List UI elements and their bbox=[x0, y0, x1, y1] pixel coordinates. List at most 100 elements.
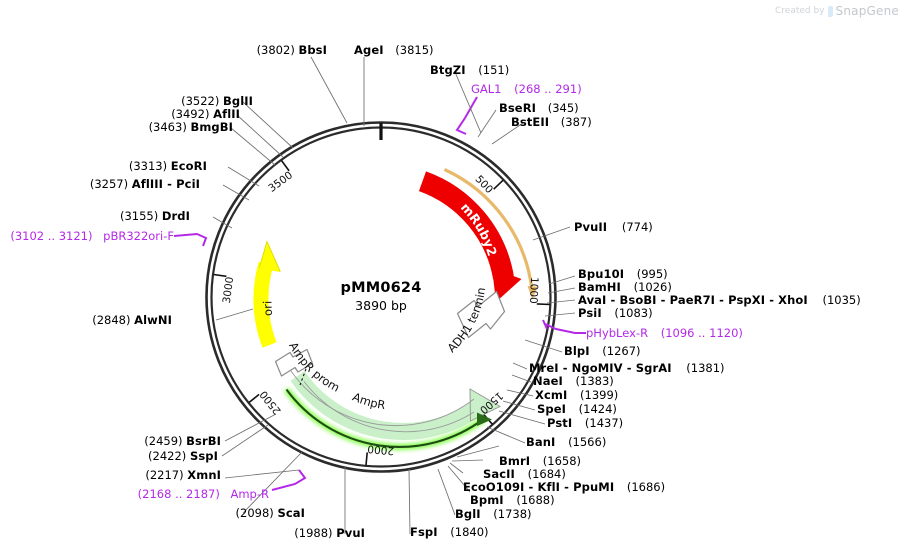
site-label-bbsi[interactable]: (3802) BbsI bbox=[257, 44, 327, 56]
site-label-bpu10i[interactable]: Bpu10I (995) bbox=[578, 268, 668, 280]
site-pos: (1566) bbox=[568, 435, 607, 449]
primer-label-phyblex-r[interactable]: pHybLex-R (1096 .. 1120) bbox=[586, 326, 743, 340]
site-pos: (2459) bbox=[144, 434, 183, 448]
site-pos: (995) bbox=[636, 267, 668, 281]
site-pos: (1437) bbox=[584, 416, 624, 430]
site-label-mrei[interactable]: MreI - NgoMIV - SgrAI (1381) bbox=[529, 362, 725, 374]
site-enzymes: PsiI bbox=[578, 306, 602, 320]
watermark-prefix: Created by bbox=[775, 6, 825, 16]
primer-name: pHybLex-R bbox=[586, 326, 649, 340]
site-label-spei[interactable]: SpeI (1424) bbox=[537, 403, 617, 415]
primer-range: 2168 .. 2187 bbox=[142, 487, 216, 501]
site-pos: (1684) bbox=[527, 467, 566, 481]
ruler-tick-label: 1500 bbox=[477, 389, 505, 416]
site-enzymes: SacII bbox=[483, 467, 515, 481]
ruler-tick bbox=[536, 303, 550, 306]
site-label-bamhi[interactable]: BamHI (1026) bbox=[578, 281, 672, 293]
site-label-psii[interactable]: PsiI (1083) bbox=[578, 307, 653, 319]
feature-AmpR-orf bbox=[284, 387, 492, 450]
site-enzymes: AvaI - BsoBI - PaeR7I - PspXI - XhoI bbox=[578, 293, 808, 307]
site-enzymes: BglI bbox=[455, 507, 481, 521]
site-enzymes: XcmI bbox=[535, 388, 568, 402]
site-pos: (2848) bbox=[92, 313, 131, 327]
ruler-tick-label: 2000 bbox=[367, 442, 395, 456]
site-label-bani[interactable]: BanI (1566) bbox=[526, 436, 606, 448]
site-pos: (2098) bbox=[235, 506, 274, 520]
site-label-blpi[interactable]: BlpI (1267) bbox=[564, 345, 641, 357]
site-label-afliii[interactable]: (3257) AflIII - PciI bbox=[90, 178, 200, 190]
primer-pHybLex-R-marker[interactable] bbox=[542, 319, 586, 334]
site-label-bsrbi[interactable]: (2459) BsrBI bbox=[144, 435, 221, 447]
site-label-bmgbi[interactable]: (3463) BmgBI bbox=[149, 121, 233, 133]
ruler-tick-label: 2500 bbox=[258, 388, 284, 416]
site-label-psti[interactable]: PstI (1437) bbox=[547, 417, 623, 429]
site-pos: (3257) bbox=[89, 177, 129, 191]
site-label-ecori[interactable]: (3313) EcoRI bbox=[129, 160, 207, 172]
feature-label-ori: ori bbox=[260, 301, 275, 317]
feature-AmpR[interactable] bbox=[290, 368, 502, 440]
site-enzymes: MreI - NgoMIV - SgrAI bbox=[529, 361, 672, 375]
ruler-tick bbox=[493, 179, 504, 190]
ruler-tick bbox=[365, 452, 368, 466]
site-label-alwni[interactable]: (2848) AlwNI bbox=[92, 314, 172, 326]
site-pos: (1083) bbox=[614, 306, 653, 320]
primer-label-gal1[interactable]: GAL1 (268 .. 291) bbox=[471, 82, 582, 96]
feature-ADH1-terminator[interactable] bbox=[456, 290, 506, 339]
site-label-aflii[interactable]: (3492) AflII bbox=[171, 108, 240, 120]
site-label-pvui[interactable]: (1988) PvuI bbox=[294, 527, 365, 539]
primer-label-amp-r[interactable]: (2168 .. 2187) Amp-R bbox=[137, 487, 269, 501]
site-label-naei[interactable]: NaeI (1383) bbox=[533, 375, 614, 387]
site-enzymes: BtgZI bbox=[430, 63, 466, 77]
site-label-ecoo109i[interactable]: EcoO109I - KflI - PpuMI (1686) bbox=[463, 481, 665, 493]
site-label-avai[interactable]: AvaI - BsoBI - PaeR7I - PspXI - XhoI (10… bbox=[578, 294, 861, 306]
feature-label-mRuby2: mRuby2 bbox=[458, 200, 500, 258]
site-pos: (1399) bbox=[580, 388, 619, 402]
site-label-sspi[interactable]: (2422) SspI bbox=[148, 450, 218, 462]
site-pos: (1383) bbox=[575, 374, 614, 388]
site-pos: (1658) bbox=[542, 454, 582, 468]
plasmid-title-block: pMM0624 3890 bp bbox=[341, 280, 422, 313]
site-pos: (1738) bbox=[493, 507, 532, 521]
feature-AmpR-promoter[interactable] bbox=[274, 348, 314, 377]
site-label-bgli[interactable]: BglI (1738) bbox=[455, 508, 532, 520]
site-label-drdi[interactable]: (3155) DrdI bbox=[120, 210, 190, 222]
feature-transcript-arc[interactable] bbox=[443, 168, 538, 300]
site-enzymes: EcoRI bbox=[170, 159, 207, 173]
primer-Amp-R-marker[interactable] bbox=[271, 469, 307, 491]
site-pos: (2217) bbox=[145, 468, 184, 482]
primer-name: GAL1 bbox=[471, 82, 502, 96]
site-pos: (3815) bbox=[395, 43, 434, 57]
site-label-bpmi[interactable]: BpmI (1688) bbox=[470, 494, 555, 506]
feature-mRuby2[interactable] bbox=[418, 171, 522, 302]
site-label-bseri[interactable]: BseRI (345) bbox=[499, 102, 579, 114]
feature-label-AmpR: AmpR bbox=[351, 390, 387, 412]
site-enzymes: SspI bbox=[189, 449, 218, 463]
site-label-bsteii[interactable]: BstEII (387) bbox=[511, 116, 592, 128]
site-enzymes: NaeI bbox=[533, 374, 563, 388]
feature-label-AmpR-promoter: AmpR promoter bbox=[0, 0, 342, 395]
site-label-sacii[interactable]: SacII (1684) bbox=[483, 468, 566, 480]
site-label-fspi[interactable]: FspI (1840) bbox=[410, 526, 489, 538]
site-enzymes: XmnI bbox=[187, 468, 221, 482]
site-enzymes: BmrI bbox=[499, 454, 531, 468]
site-enzymes: AflIII - PciI bbox=[131, 177, 200, 191]
site-label-agei[interactable]: AgeI (3815) bbox=[354, 44, 434, 56]
primer-range: 268 .. 291 bbox=[518, 82, 578, 96]
site-enzymes: BbsI bbox=[298, 43, 327, 57]
site-label-xmni[interactable]: (2217) XmnI bbox=[145, 469, 221, 481]
site-enzymes: BglII bbox=[223, 94, 253, 108]
site-label-bglii[interactable]: (3522) BglII bbox=[181, 95, 253, 107]
site-label-scai[interactable]: (2098) ScaI bbox=[236, 507, 305, 519]
site-enzymes: BstEII bbox=[511, 115, 550, 129]
feature-ori[interactable] bbox=[253, 240, 282, 348]
primer-label-pbr322ori-f[interactable]: (3102 .. 3121) pBR322ori-F bbox=[10, 229, 174, 243]
site-label-pvuii[interactable]: PvuII (774) bbox=[574, 221, 653, 233]
site-label-xcmi[interactable]: XcmI (1399) bbox=[535, 389, 618, 401]
primer-GAL1-marker[interactable] bbox=[455, 96, 478, 135]
primer-pBR322ori-F-marker[interactable] bbox=[173, 232, 208, 247]
site-enzymes: BpmI bbox=[470, 493, 504, 507]
site-label-btgzi[interactable]: BtgZI (151) bbox=[430, 64, 509, 76]
site-label-bmri[interactable]: BmrI (1658) bbox=[499, 455, 581, 467]
site-pos: (1840) bbox=[450, 525, 489, 539]
